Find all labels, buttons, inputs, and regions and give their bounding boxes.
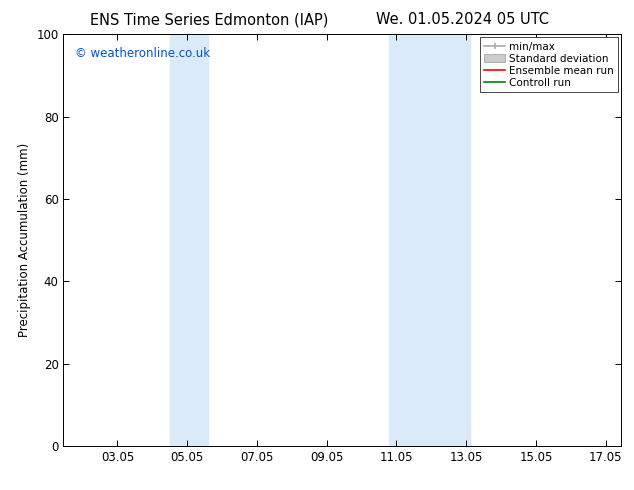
Text: We. 01.05.2024 05 UTC: We. 01.05.2024 05 UTC — [377, 12, 549, 27]
Text: © weatheronline.co.uk: © weatheronline.co.uk — [75, 47, 210, 60]
Bar — [389, 34, 470, 446]
Legend: min/max, Standard deviation, Ensemble mean run, Controll run: min/max, Standard deviation, Ensemble me… — [480, 37, 618, 92]
Bar — [170, 34, 208, 446]
Y-axis label: Precipitation Accumulation (mm): Precipitation Accumulation (mm) — [18, 143, 30, 337]
Text: ENS Time Series Edmonton (IAP): ENS Time Series Edmonton (IAP) — [90, 12, 328, 27]
